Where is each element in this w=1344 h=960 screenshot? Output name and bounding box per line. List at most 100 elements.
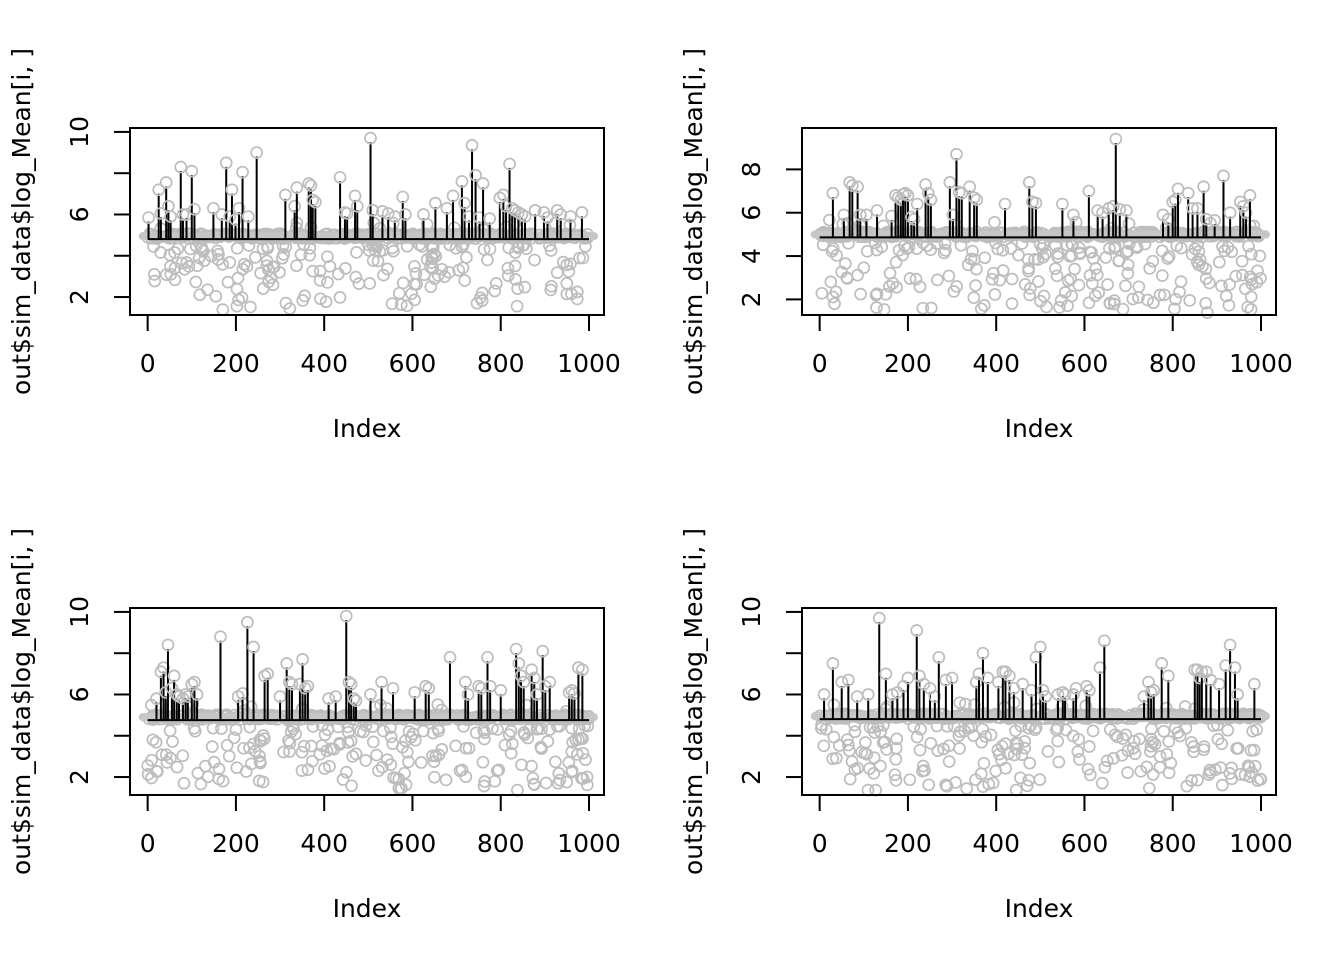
scatter-point (164, 267, 178, 281)
spike-point (921, 186, 935, 200)
scatter-point (277, 745, 290, 759)
spike-point (167, 669, 181, 683)
x-tick-label: 1000 (1229, 829, 1293, 858)
spike-point (376, 205, 389, 218)
scatter-point (458, 274, 472, 287)
scatter-point (504, 746, 518, 760)
scatter-point (909, 272, 923, 286)
scatter-point (345, 779, 358, 793)
spike-point (422, 681, 436, 695)
spike-point (304, 179, 318, 192)
scatter-point (429, 249, 443, 263)
scatter-point (1119, 246, 1133, 259)
spike-point (861, 688, 875, 701)
scatter-point (220, 738, 234, 752)
scatter-point (163, 724, 177, 738)
scatter-point (1146, 254, 1160, 268)
scatter-point (150, 764, 163, 778)
scatter-point (232, 293, 245, 307)
scatter-point (426, 262, 440, 275)
scatter-point (560, 775, 574, 789)
spike-point (550, 204, 564, 217)
scatter-point (1162, 766, 1176, 780)
spike-point (174, 160, 188, 174)
scatter-point (879, 287, 893, 301)
spike-point (241, 615, 254, 629)
scatter-point (1251, 774, 1265, 787)
scatter-point (851, 268, 864, 282)
scatter-point (995, 739, 1009, 753)
x-tick-label: 0 (140, 829, 156, 858)
scatter-point (539, 776, 553, 790)
scatter-point (900, 242, 914, 256)
spike-point (967, 191, 981, 204)
spike-point (955, 186, 969, 200)
scatter-point (209, 289, 223, 303)
spike-point (1212, 677, 1226, 691)
spike-point (509, 642, 523, 656)
scatter-point (332, 267, 345, 281)
spike-point (469, 168, 482, 182)
spike-point (976, 646, 990, 660)
scatter-point (860, 244, 874, 258)
spike-point (536, 644, 550, 658)
spike-point (1195, 665, 1209, 679)
scatter-point (1089, 262, 1103, 275)
spike-point (1067, 208, 1080, 222)
scatter-point (1020, 779, 1034, 793)
scatter-point (1018, 734, 1032, 748)
spike-point (845, 179, 859, 192)
spike-point (1208, 213, 1222, 227)
scatter-point (339, 262, 352, 275)
scatter-point (1116, 732, 1130, 745)
scatter-point (394, 298, 408, 311)
spike-point (483, 679, 497, 693)
scatter-point (1121, 258, 1135, 272)
x-tick-label: 0 (140, 349, 156, 378)
scatter-point (1221, 723, 1235, 737)
scatter-point (342, 725, 355, 739)
x-tick-label: 800 (1149, 829, 1197, 858)
scatter-point (931, 273, 944, 287)
scatter-point (404, 730, 418, 744)
spike-point (164, 210, 177, 223)
scatter-point (556, 255, 570, 269)
scatter-point (1215, 279, 1228, 293)
scatter-point (518, 280, 532, 294)
spike-point (309, 195, 322, 209)
y-tick-label: 10 (737, 596, 766, 628)
scatter-point (1153, 750, 1167, 763)
scatter-point (859, 736, 872, 749)
spike-point (1161, 212, 1175, 226)
scatter-point (570, 292, 584, 306)
scatter-point (1169, 292, 1182, 306)
spike-point (455, 175, 469, 188)
scatter-point (147, 268, 161, 281)
plot-box (129, 607, 605, 796)
scatter-point (870, 301, 883, 314)
scatter-point (942, 269, 956, 283)
scatter-point (1005, 297, 1019, 310)
y-tick-label: 6 (737, 687, 766, 703)
scatter-point (177, 776, 191, 790)
scatter-point (1037, 289, 1051, 303)
scatter-point (574, 731, 588, 745)
spike-point (366, 204, 380, 217)
scatter-point (1072, 278, 1086, 292)
spike-point (1120, 204, 1133, 217)
scatter-point (400, 745, 414, 759)
scatter-point (191, 766, 205, 780)
scatter-point (424, 280, 438, 294)
scatter-point (953, 696, 967, 710)
x-tick-label: 400 (300, 349, 348, 378)
scatter-point (1146, 768, 1160, 781)
scatter-point (377, 724, 390, 738)
spike-point (429, 196, 442, 210)
scatter-point (319, 295, 333, 309)
scatter-point (237, 257, 251, 271)
scatter-point (960, 782, 974, 795)
scatter-point (341, 736, 355, 749)
spike-point (907, 212, 921, 226)
scatter-point (1185, 736, 1198, 749)
scatter-point (239, 765, 253, 778)
